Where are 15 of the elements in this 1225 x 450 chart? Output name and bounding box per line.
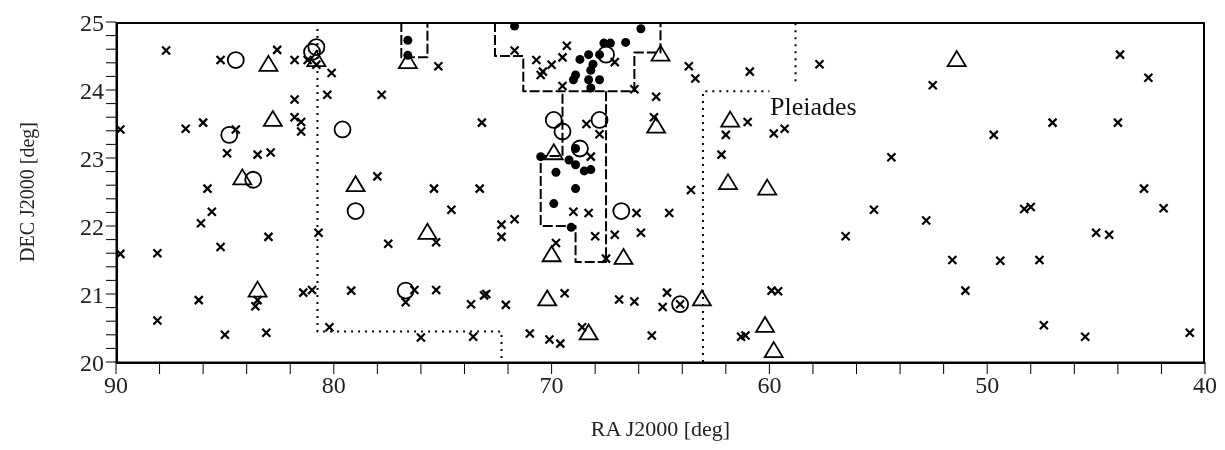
x-tick-label: 70 [539, 372, 564, 399]
y-tick-label: 23 [80, 145, 104, 172]
y-tick-label: 24 [80, 77, 104, 104]
x-tick-label: 90 [104, 372, 128, 399]
y-axis-title: DEC J2000 [deg] [16, 122, 40, 262]
y-tick-label: 22 [80, 213, 104, 240]
x-axis-title: RA J2000 [deg] [590, 416, 731, 441]
x-tick-label: 80 [321, 372, 346, 399]
y-tick-label: 21 [80, 281, 104, 308]
x-tick-label: 60 [757, 372, 782, 399]
y-tick-label: 25 [80, 9, 104, 36]
x-tick-label: 50 [975, 372, 1000, 399]
x-tick-label: 40 [1193, 372, 1217, 399]
annotation: Pleiades [770, 92, 857, 122]
y-tick-label: 20 [80, 349, 104, 376]
